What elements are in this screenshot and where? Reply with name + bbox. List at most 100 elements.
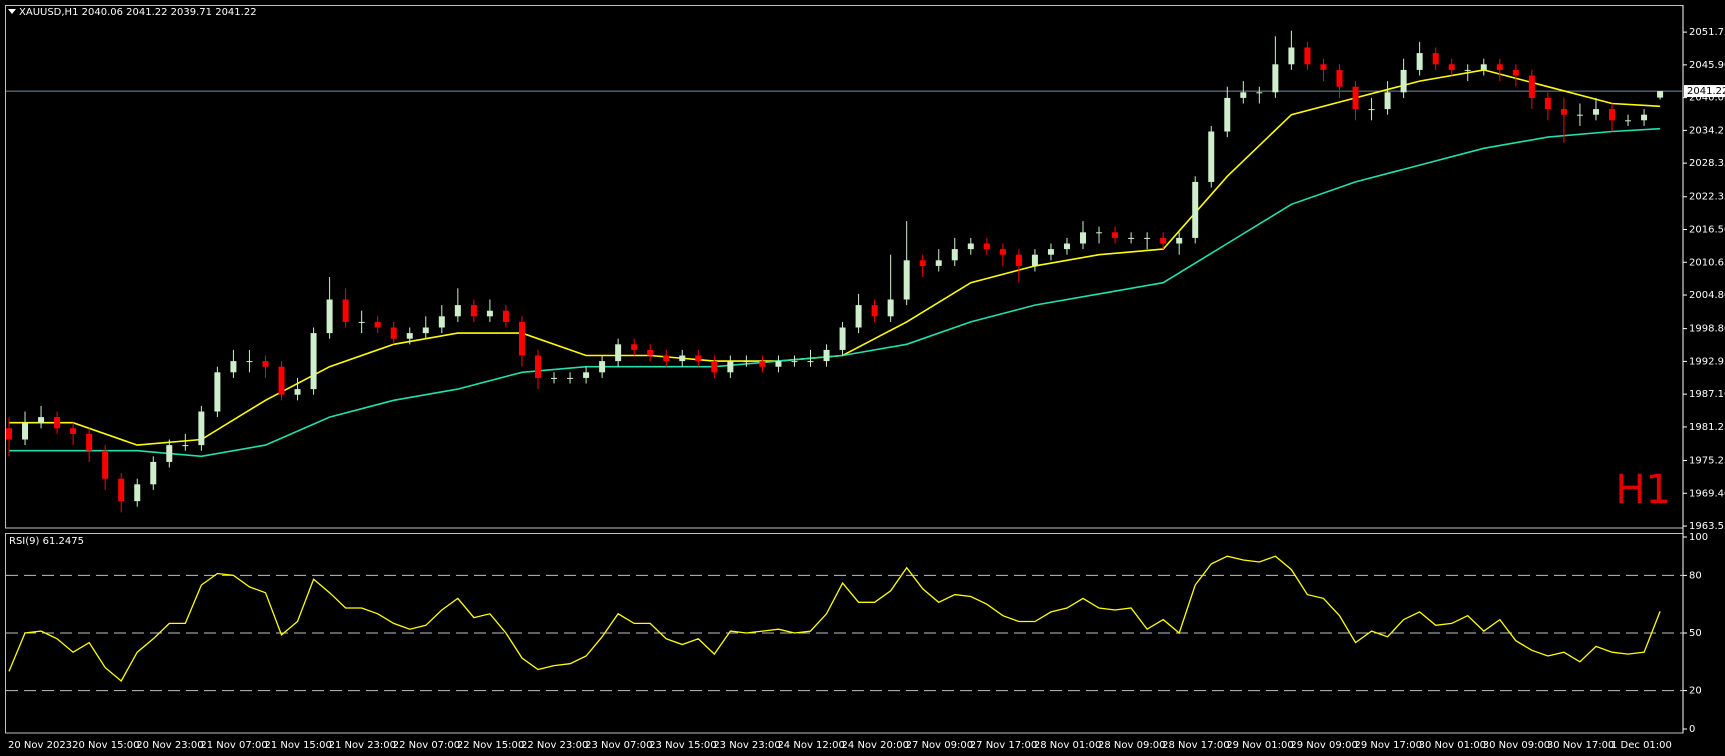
candle-body: [1063, 243, 1070, 250]
candle-body: [454, 305, 461, 317]
candle-body: [791, 361, 798, 363]
candle-body: [1288, 47, 1295, 65]
y-tick-label: 2034.2: [1689, 125, 1724, 136]
x-tick-label: 23 Nov 07:00: [585, 740, 652, 751]
candle-body: [198, 411, 205, 446]
x-tick-label: 29 Nov 09:00: [1290, 740, 1357, 751]
candle-body: [38, 417, 45, 423]
candle-body: [919, 260, 926, 266]
candle-body: [951, 249, 958, 261]
y-tick-label: 50: [1689, 628, 1702, 639]
candle-body: [86, 433, 93, 451]
candle-body: [631, 344, 638, 350]
y-tick-label: 20: [1689, 686, 1702, 697]
candle-body: [903, 260, 910, 300]
rsi-line: [8, 555, 1661, 683]
candle-body: [1448, 64, 1455, 70]
candle-body: [246, 361, 253, 363]
x-tick-label: 20 Nov 2023: [8, 740, 72, 751]
candle-body: [1304, 47, 1311, 65]
candle-body: [6, 428, 12, 440]
y-tick-label: 2010.65: [1689, 257, 1725, 268]
candle-body: [663, 355, 670, 362]
x-tick-label: 22 Nov 07:00: [393, 740, 460, 751]
candle-body: [390, 327, 397, 339]
x-tick-label: 30 Nov 01:00: [1419, 740, 1486, 751]
y-tick-label: 1981.25: [1689, 422, 1725, 433]
candle-body: [599, 361, 606, 373]
candle-body: [70, 428, 77, 434]
y-tick-label: 100: [1689, 532, 1708, 543]
candle-body: [583, 372, 590, 378]
candle-body: [534, 355, 541, 378]
candle-body: [1400, 69, 1407, 93]
candle-body: [1641, 114, 1648, 121]
y-tick-label: 2028.35: [1689, 158, 1725, 169]
x-tick-label: 21 Nov 23:00: [329, 740, 396, 751]
candle-body: [118, 478, 125, 502]
candle-body: [214, 372, 221, 412]
x-tick-label: 28 Nov 09:00: [1098, 740, 1165, 751]
timeframe-watermark: H1: [1615, 467, 1671, 513]
x-tick-label: 29 Nov 01:00: [1226, 740, 1293, 751]
y-tick-label: 2016.50: [1689, 225, 1725, 236]
candle-body: [1464, 69, 1471, 71]
candle-body: [759, 361, 766, 367]
candle-body: [695, 355, 702, 362]
candle-body: [374, 321, 381, 328]
candle-body: [22, 422, 29, 440]
candle-body: [150, 461, 157, 485]
candle-body: [983, 243, 990, 250]
candle-body: [166, 445, 173, 462]
symbol-menu-arrow[interactable]: [8, 9, 16, 14]
candle-body: [1272, 64, 1279, 93]
candle-body: [1031, 254, 1038, 266]
x-tick-label: 20 Nov 23:00: [136, 740, 203, 751]
last-price-box: [1684, 85, 1725, 98]
candle-body: [1592, 109, 1599, 115]
candle-body: [1352, 86, 1359, 110]
y-tick-label: 2022.35: [1689, 192, 1725, 203]
candle-body: [679, 355, 686, 362]
candle-body: [935, 260, 942, 266]
candle-body: [1047, 249, 1054, 255]
candle-body: [727, 361, 734, 373]
candle-body: [1416, 53, 1423, 70]
candle-body: [422, 327, 429, 334]
x-tick-label: 21 Nov 15:00: [264, 740, 331, 751]
candle-body: [1112, 232, 1119, 238]
candle-body: [1224, 97, 1231, 132]
x-tick-label: 30 Nov 09:00: [1483, 740, 1550, 751]
candle-body: [1480, 64, 1487, 70]
candle-body: [1080, 232, 1087, 244]
candle-body: [1528, 75, 1535, 98]
y-tick-label: 2040.05: [1689, 93, 1725, 104]
candle-body: [1576, 114, 1583, 116]
candle-body: [1560, 109, 1567, 115]
candle-body: [182, 445, 189, 447]
candle-body: [278, 366, 285, 395]
candle-body: [887, 299, 894, 317]
x-tick-label: 24 Nov 20:00: [842, 740, 909, 751]
candle-body: [1544, 97, 1551, 110]
x-tick-label: 27 Nov 09:00: [906, 740, 973, 751]
candle-body: [807, 361, 814, 363]
candle-body: [310, 333, 317, 390]
candle-body: [1625, 120, 1632, 122]
candle-body: [1256, 92, 1263, 94]
candle-body: [470, 305, 477, 317]
candle-body: [1609, 109, 1615, 121]
candle-body: [871, 305, 878, 317]
y-tick-label: 1998.80: [1689, 324, 1725, 335]
candle-body: [615, 344, 622, 362]
last-price-label: 2041.22: [1687, 86, 1725, 97]
x-tick-label: 30 Nov 17:00: [1547, 740, 1614, 751]
candle-body: [102, 450, 109, 479]
y-tick-label: 2045.90: [1689, 60, 1725, 71]
x-tick-label: 1 Dec 01:00: [1611, 740, 1672, 751]
candle-body: [1432, 53, 1439, 65]
candle-body: [823, 349, 830, 362]
candle-body: [1015, 254, 1022, 266]
